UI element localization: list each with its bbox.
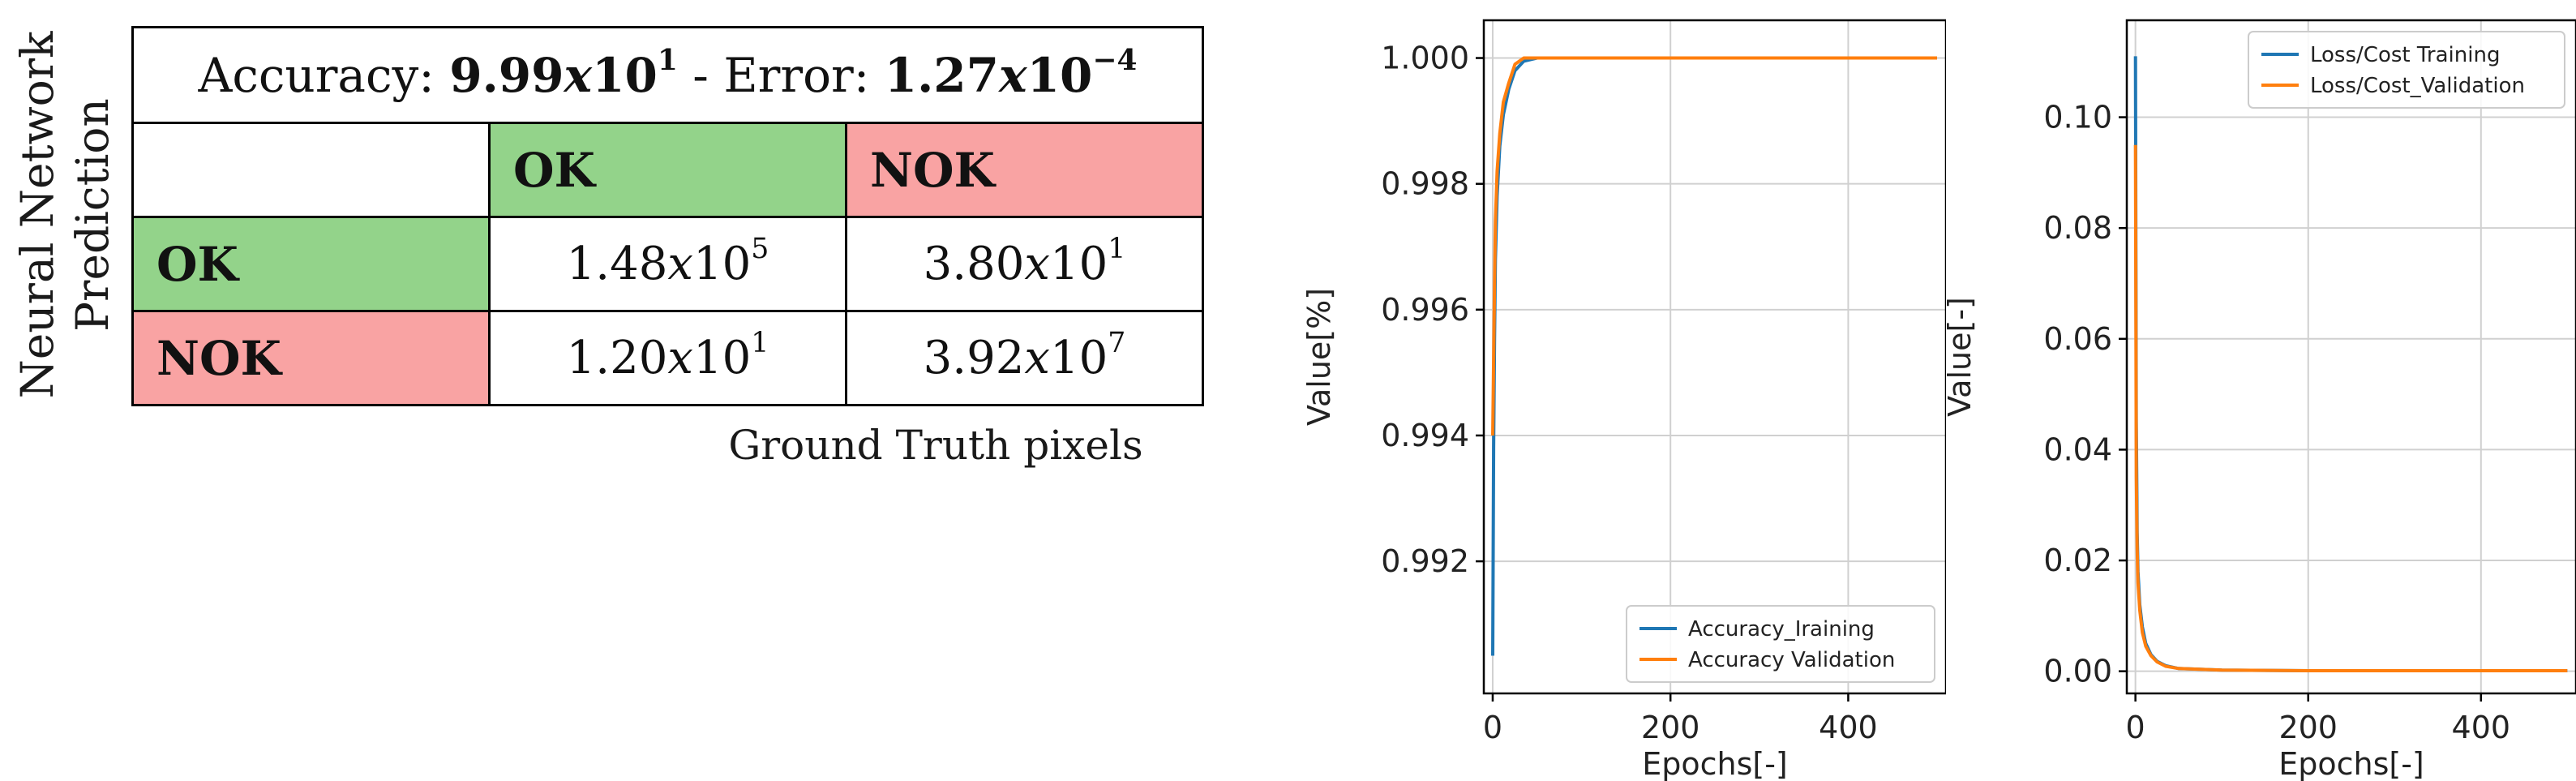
confusion-matrix: Accuracy: 9.99x101 - Error: 1.27x10−4 OK… (131, 26, 1204, 406)
series-line-0 (2133, 56, 2568, 672)
x-tick-label: 200 (2278, 710, 2338, 745)
cell-ok-ok: 1.48x105 (488, 216, 847, 312)
grid (2127, 20, 2576, 693)
series-line-1 (2133, 144, 2568, 672)
row-header-nok: NOK (131, 310, 491, 406)
x-tick-label: 200 (1641, 710, 1700, 745)
matrix-title: Accuracy: 9.99x101 - Error: 1.27x10−4 (131, 26, 1204, 124)
y-tick-label: 0.992 (1381, 543, 1469, 579)
legend-box (1626, 605, 1935, 683)
legend-box (2248, 31, 2565, 109)
y-tick-label: 0.996 (1381, 292, 1469, 328)
row-axis-label-line2: Prediction (66, 98, 118, 332)
y-tick-label: 1.000 (1381, 41, 1469, 76)
cell-nok-nok: 3.92x107 (845, 310, 1204, 406)
x-tick-label: 0 (2126, 710, 2145, 745)
y-tick-label: 0.06 (2043, 321, 2112, 357)
x-tick-label: 0 (1483, 710, 1502, 745)
legend-label-0: Accuracy_Iraining (1688, 617, 1875, 642)
legend-label-1: Accuracy Validation (1688, 648, 1895, 672)
cell-ok-nok: 3.80x101 (845, 216, 1204, 312)
accuracy-prefix: Accuracy: (198, 47, 450, 103)
row-header-ok: OK (131, 216, 491, 312)
y-tick-label: 0.998 (1381, 166, 1469, 202)
plot-frame (1482, 19, 1946, 695)
y-tick-label: 0.994 (1381, 418, 1469, 453)
series-line-1 (1491, 56, 1937, 436)
grid (1484, 20, 1946, 693)
corner-cell (131, 122, 491, 218)
x-tick-label: 400 (1819, 710, 1878, 745)
legend: Loss/Cost Training Loss/Cost_Validation (2248, 31, 2565, 109)
matrix-row-nok: NOK 1.20x101 3.92x107 (131, 310, 1204, 406)
legend: Accuracy_Iraining Accuracy Validation (1626, 605, 1935, 683)
matrix-title-row: Accuracy: 9.99x101 - Error: 1.27x10−4 (131, 26, 1204, 124)
column-header-row: OK NOK (131, 122, 1204, 218)
row-axis-label-line1: Neural Network (11, 31, 63, 399)
y-axis-label: Value[%] (1301, 288, 1337, 426)
error-value: 1.27x10−4 (884, 42, 1138, 103)
accuracy-chart: 0 200 400 0.992 0.994 0.996 0.998 1.000 Epochs[-… (1301, 19, 1946, 781)
x-tick-label: 400 (2452, 710, 2511, 745)
matrix-row-ok: OK 1.48x105 3.80x101 (131, 216, 1204, 312)
loss-chart: 0 200 400 0.00 0.02 0.04 0.06 0.08 0.10 Epochs[-]… (1942, 19, 2576, 781)
col-header-nok: NOK (845, 122, 1204, 218)
row-axis-label: Neural Network Prediction (0, 0, 130, 422)
col-axis-label: Ground Truth pixels (728, 422, 1143, 469)
error-prefix: - Error: (677, 47, 885, 103)
x-axis-label: Epochs[-] (1642, 746, 1788, 781)
y-tick-label: 0.00 (2043, 654, 2112, 689)
plot-frame (2125, 19, 2576, 695)
x-axis-label: Epochs[-] (2278, 746, 2424, 781)
series-line-0 (1491, 56, 1937, 656)
legend-label-1: Loss/Cost_Validation (2310, 74, 2525, 98)
cell-nok-ok: 1.20x101 (488, 310, 847, 406)
y-axis-label: Value[-] (1942, 297, 1978, 417)
y-tick-label: 0.08 (2043, 210, 2112, 246)
y-tick-label: 0.02 (2043, 543, 2112, 578)
accuracy-value: 9.99x101 (449, 42, 678, 103)
y-tick-label: 0.04 (2043, 431, 2112, 467)
col-header-ok: OK (488, 122, 847, 218)
legend-label-0: Loss/Cost Training (2310, 43, 2500, 67)
y-tick-label: 0.10 (2043, 100, 2112, 135)
